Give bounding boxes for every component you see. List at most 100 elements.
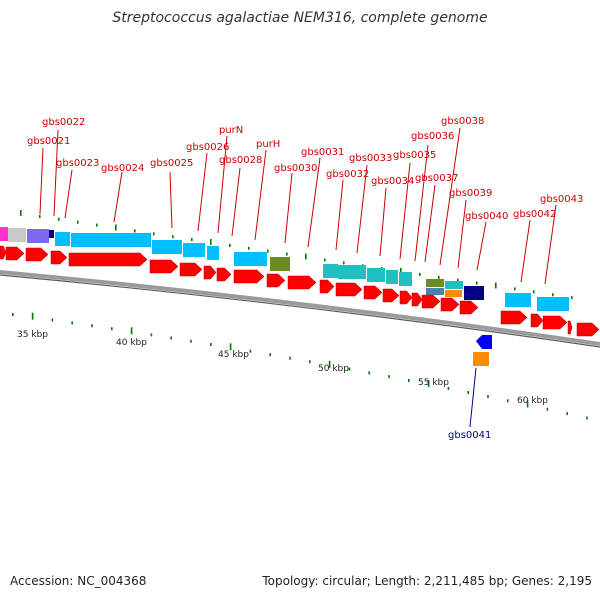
feature-arrow xyxy=(363,285,383,300)
tick-mark xyxy=(368,371,370,375)
tick-mark xyxy=(419,272,421,276)
feature-arrow xyxy=(411,292,423,307)
tick-mark xyxy=(51,318,54,322)
map-title: Streptococcus agalactiae NEM316, complet… xyxy=(112,10,488,26)
tick-mark xyxy=(58,217,60,221)
tick-mark xyxy=(495,282,497,289)
tick-mark xyxy=(571,296,573,300)
feature-arrow xyxy=(216,267,232,282)
feature-arrow xyxy=(287,275,317,290)
tick-mark xyxy=(546,407,549,411)
feature-block xyxy=(8,228,26,242)
gene-label-gbs0030: gbs0030 xyxy=(274,163,317,174)
gene-label-gbs0023: gbs0023 xyxy=(56,158,99,169)
feature-arrow xyxy=(399,290,413,305)
tick-mark xyxy=(77,220,79,224)
reverse-strand-features xyxy=(0,227,569,311)
feature-arrow xyxy=(382,288,400,303)
feature-block xyxy=(505,293,531,307)
tick-mark xyxy=(153,232,155,236)
genome-backbone-shadow xyxy=(0,274,600,348)
feature-arrow xyxy=(576,322,600,337)
tick-mark xyxy=(269,353,271,357)
gene-label-gbs0024: gbs0024 xyxy=(101,163,144,174)
feature-block xyxy=(445,290,462,297)
gene-label-gbs0042: gbs0042 xyxy=(513,209,556,220)
feature-arrow xyxy=(440,297,460,312)
gene-label-gbs0040: gbs0040 xyxy=(465,211,508,222)
gene-label-gbs0038: gbs0038 xyxy=(441,116,484,127)
gene-label-gbs0043: gbs0043 xyxy=(540,194,583,205)
gene-label-gbs0035: gbs0035 xyxy=(393,150,436,161)
tick-mark xyxy=(190,339,192,343)
tick-mark xyxy=(248,246,250,250)
gene-label-gbs0028: gbs0028 xyxy=(219,155,262,166)
feature-block xyxy=(55,232,70,246)
tick-mark xyxy=(210,343,212,346)
tick-mark xyxy=(115,224,117,231)
tick-mark xyxy=(343,261,345,265)
feature-arrow xyxy=(68,252,148,267)
feature-block xyxy=(71,233,151,247)
tick-mark xyxy=(438,275,440,279)
tick-mark xyxy=(289,356,291,360)
tick-mark xyxy=(111,327,113,331)
gene-label-gbs0021: gbs0021 xyxy=(27,136,70,147)
gene-label-purh: purH xyxy=(256,139,280,150)
gene-label-gbs0039: gbs0039 xyxy=(449,188,492,199)
tick-mark xyxy=(130,327,133,335)
genome-backbone xyxy=(0,270,600,346)
gene-label-gbs0041: gbs0041 xyxy=(448,430,491,441)
tick-mark xyxy=(586,416,588,420)
tick-mark xyxy=(533,290,535,294)
feature-block xyxy=(338,265,366,279)
feature-block xyxy=(0,227,8,241)
feature-arrow xyxy=(5,246,25,261)
gene-label-gbs0037: gbs0037 xyxy=(415,173,458,184)
feature-arrow xyxy=(542,315,568,330)
feature-arrow xyxy=(335,282,363,297)
tick-mark xyxy=(305,253,307,260)
feature-arrow xyxy=(500,310,528,325)
tick-mark xyxy=(170,336,172,340)
tick-mark xyxy=(12,313,14,316)
feature-block xyxy=(426,279,444,287)
feature-arrow xyxy=(476,335,492,349)
tick-mark xyxy=(552,293,554,297)
tick-mark xyxy=(286,252,288,256)
tick-mark xyxy=(39,214,41,218)
tick-mark xyxy=(408,379,410,382)
gene-label-gbs0025: gbs0025 xyxy=(150,158,193,169)
feature-block xyxy=(426,288,444,295)
gene-label-purn: purN xyxy=(219,125,243,136)
feature-arrow xyxy=(149,259,179,274)
tick-mark xyxy=(507,399,509,403)
tick-mark xyxy=(526,400,529,408)
feature-arrow xyxy=(459,300,479,315)
tick-mark xyxy=(427,379,430,387)
feature-arrow xyxy=(179,262,203,277)
gene-label-gbs0022: gbs0022 xyxy=(42,117,85,128)
gene-label-gbs0031: gbs0031 xyxy=(301,147,344,158)
genome-summary-text: Topology: circular; Length: 2,211,485 bp… xyxy=(262,574,592,588)
tick-mark xyxy=(191,238,193,242)
tick-mark xyxy=(400,268,402,274)
tick-mark xyxy=(514,287,516,291)
feature-block xyxy=(323,264,338,278)
tick-mark xyxy=(447,386,450,390)
feature-block xyxy=(152,240,182,254)
tick-mark xyxy=(566,412,568,416)
scale-label: 40 kbp xyxy=(116,338,147,348)
feature-block xyxy=(367,268,385,282)
gene-label-gbs0026: gbs0026 xyxy=(186,142,229,153)
gene-label-gbs0036: gbs0036 xyxy=(411,131,454,142)
feature-block xyxy=(27,229,49,243)
tick-mark xyxy=(467,390,469,394)
tick-mark xyxy=(229,343,232,351)
tick-mark xyxy=(172,235,174,239)
feature-arrow xyxy=(567,320,573,335)
feature-block xyxy=(207,246,219,260)
tick-mark xyxy=(348,367,351,371)
gene-labels: gbs0021 gbs0022 gbs0023 gbs0024 gbs0025 gbs00… xyxy=(27,116,583,441)
